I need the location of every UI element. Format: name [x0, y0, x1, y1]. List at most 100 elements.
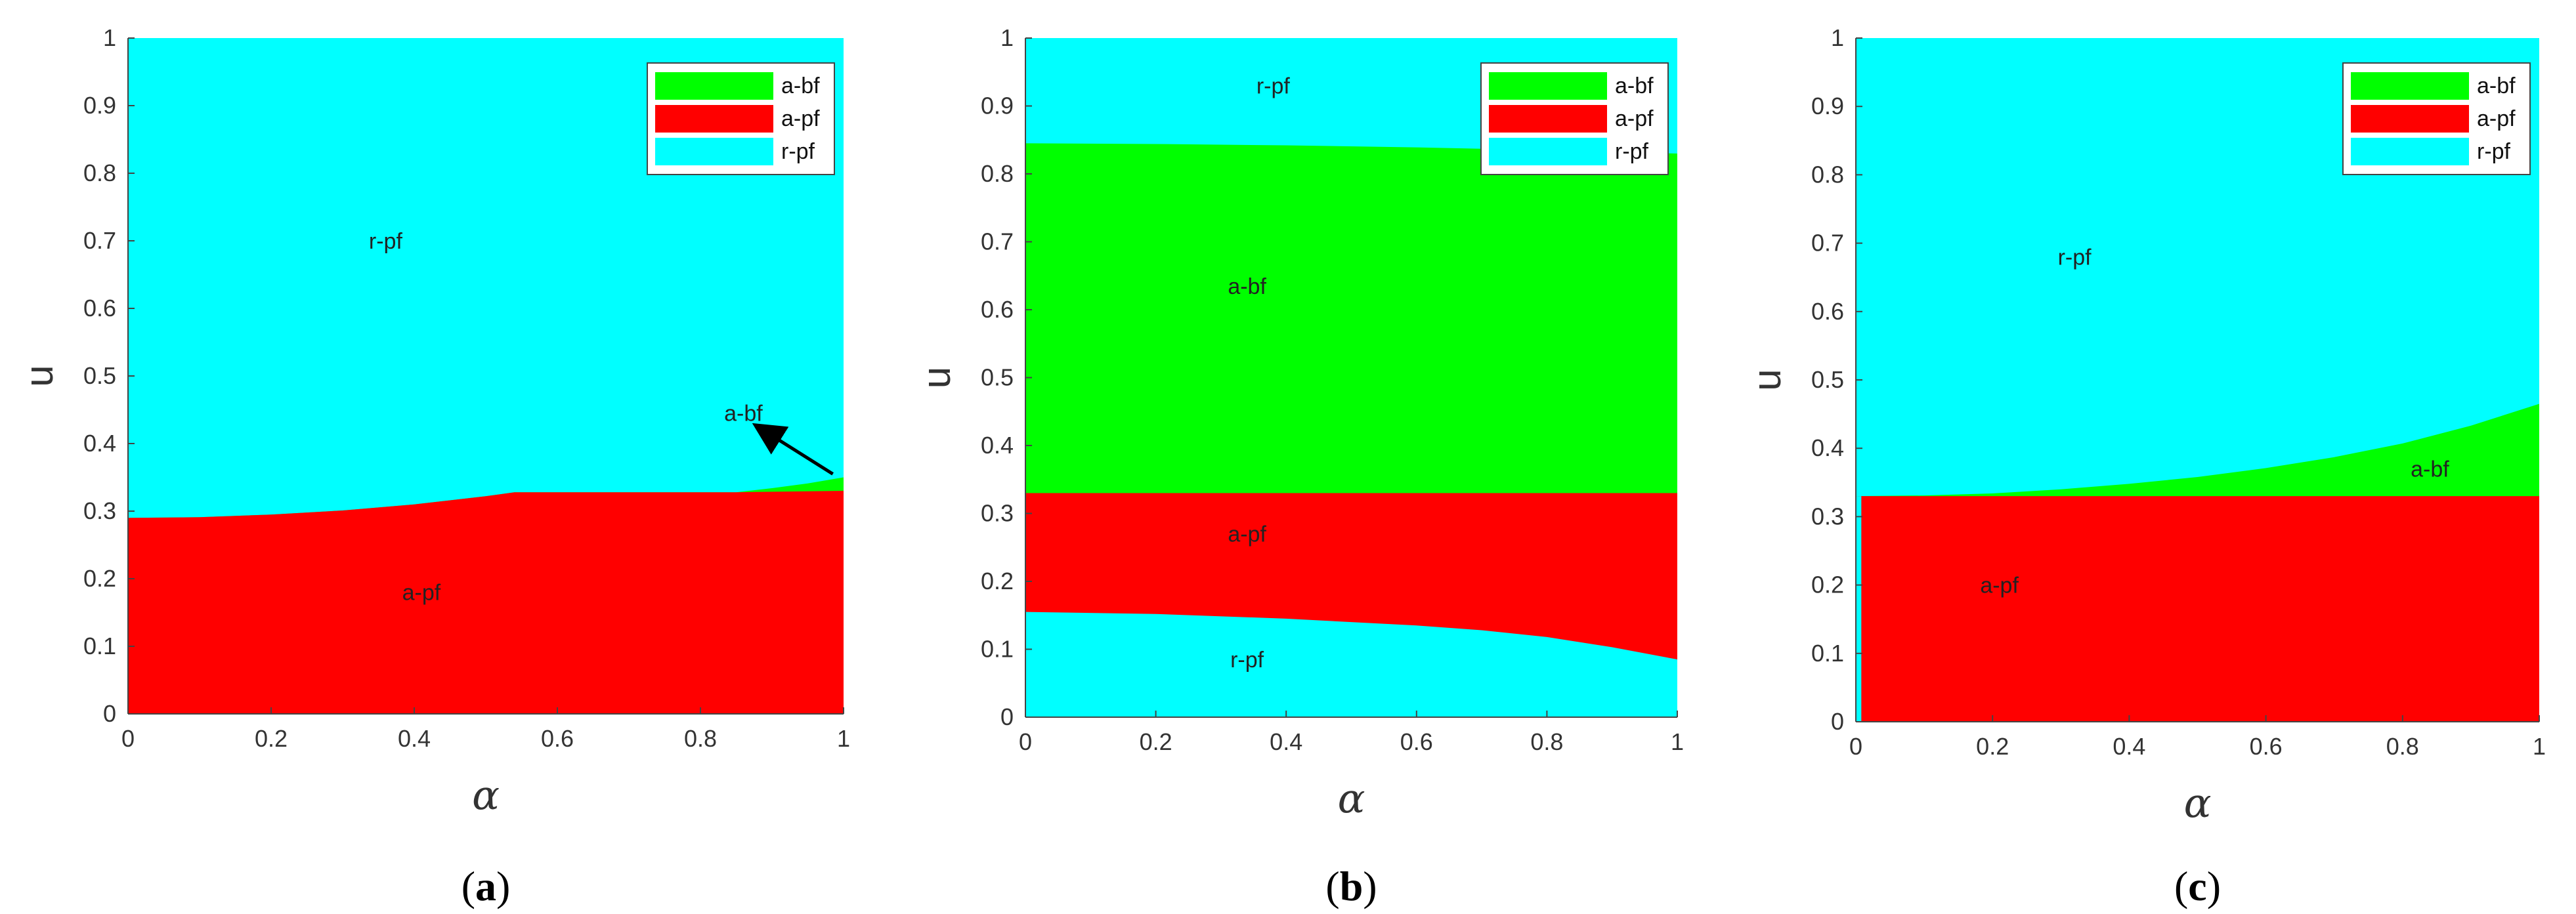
region-label: a-pf — [1980, 573, 2019, 598]
y-tick-label: 0.9 — [1811, 93, 1844, 119]
legend: a-bf a-pf r-pf — [647, 62, 835, 175]
region-label: a-pf — [402, 581, 441, 606]
y-tick-label: 0.5 — [83, 362, 116, 389]
x-tick-label: 0.6 — [541, 725, 574, 752]
x-tick-label: 1 — [837, 725, 850, 752]
y-tick-label: 0.8 — [83, 159, 116, 186]
x-tick-label: 0.4 — [2113, 733, 2145, 760]
y-tick-label: 0.7 — [83, 227, 116, 254]
panel-caption: (a) — [462, 863, 511, 909]
y-tick-label: 0 — [1831, 708, 1844, 735]
x-tick-label: 0 — [1019, 728, 1032, 755]
y-axis-label: u — [1745, 369, 1789, 390]
y-tick-label: 0.3 — [1811, 503, 1844, 530]
y-tick-label: 0 — [103, 700, 116, 727]
legend-swatch-a-pf — [2351, 105, 2469, 133]
region-r-pf-lower — [1025, 612, 1677, 717]
x-tick-label: 0 — [121, 725, 135, 752]
chart-c: 0 0.1 0.2 0.3 0.4 0.5 0.6 0.7 0.8 0.9 1 0 0.2 0.4 0.6 0… — [1745, 24, 2546, 909]
x-tick-label: 1 — [2533, 733, 2546, 760]
legend: a-bf a-pf r-pf — [2342, 62, 2531, 175]
legend: a-bf a-pf r-pf — [1480, 62, 1669, 175]
legend-swatch-a-bf — [1489, 72, 1607, 100]
legend-label: a-pf — [781, 106, 820, 131]
y-tick-label: 0.6 — [83, 295, 116, 322]
y-tick-label: 0.1 — [83, 633, 116, 659]
region-label: a-bf — [2411, 457, 2449, 482]
x-tick-label: 0.8 — [684, 725, 717, 752]
region-label: r-pf — [1230, 648, 1264, 673]
y-tick-label: 0.5 — [981, 364, 1014, 391]
region-a-pf — [1856, 496, 2539, 722]
legend-label: a-bf — [2477, 73, 2516, 98]
x-tick-label: 0.2 — [1976, 733, 2009, 760]
legend-label: a-bf — [781, 73, 820, 98]
caption-letter: c — [2188, 863, 2206, 909]
legend-label: r-pf — [1615, 139, 1649, 164]
y-tick-label: 0.3 — [83, 497, 116, 524]
x-axis-label: α — [472, 771, 500, 819]
legend-label: a-pf — [2477, 106, 2516, 131]
y-tick-label: 0.2 — [981, 568, 1014, 594]
legend-swatch-r-pf — [1489, 138, 1607, 165]
x-tick-label: 0.4 — [398, 725, 431, 752]
region-label: r-pf — [369, 229, 403, 254]
legend-label: r-pf — [781, 139, 815, 164]
region-label: r-pf — [2058, 245, 2092, 270]
chart-a: 0 0.1 0.2 0.3 0.4 0.5 0.6 0.7 0.8 0.9 1 0 0.2 0.4 0.6 0… — [17, 24, 850, 909]
y-tick-label: 1 — [103, 24, 116, 51]
y-tick-label: 0.8 — [1811, 161, 1844, 188]
x-axis-label: α — [2184, 779, 2212, 827]
x-tick-label: 0.2 — [1140, 728, 1172, 755]
panel-caption: (c) — [2174, 863, 2221, 909]
panel-caption: (b) — [1325, 863, 1377, 909]
legend-label: a-bf — [1615, 73, 1654, 98]
region-label: a-pf — [1228, 522, 1266, 547]
caption-close-paren: ) — [1363, 863, 1377, 909]
y-tick-label: 0.9 — [83, 92, 116, 119]
region-label: a-bf — [1228, 274, 1266, 299]
y-tick-label: 0.5 — [1811, 366, 1844, 393]
x-tick-label: 0.4 — [1270, 728, 1302, 755]
legend-swatch-r-pf — [2351, 138, 2469, 165]
y-tick-label: 0 — [1000, 703, 1014, 730]
caption-open-paren: ( — [2174, 863, 2188, 909]
y-tick-label: 0.4 — [981, 432, 1014, 459]
y-tick-label: 0.7 — [1811, 230, 1844, 257]
caption-open-paren: ( — [1325, 863, 1339, 909]
y-tick-label: 0.2 — [1811, 571, 1844, 598]
caption-close-paren: ) — [496, 863, 510, 909]
y-tick-label: 1 — [1000, 24, 1014, 51]
x-tick-label: 0 — [1849, 733, 1862, 760]
caption-letter: b — [1340, 863, 1363, 909]
y-tick-label: 0.6 — [1811, 298, 1844, 325]
legend-label: r-pf — [2477, 139, 2511, 164]
x-tick-label: 0.6 — [2250, 733, 2283, 760]
y-axis-label: u — [17, 365, 61, 386]
caption-letter: a — [475, 863, 496, 909]
region-a-pf — [128, 491, 844, 714]
region-r-pf-strip — [1856, 496, 1862, 722]
x-tick-label: 1 — [1671, 728, 1684, 755]
y-tick-label: 0.2 — [83, 565, 116, 592]
legend-swatch-a-pf — [655, 105, 773, 133]
y-tick-label: 0.4 — [83, 430, 116, 457]
legend-label: a-pf — [1615, 106, 1654, 131]
y-tick-label: 0.3 — [981, 500, 1014, 527]
x-axis-label: α — [1338, 774, 1365, 822]
y-tick-label: 0.9 — [981, 93, 1014, 119]
y-tick-label: 0.4 — [1811, 434, 1844, 461]
legend-swatch-a-pf — [1489, 105, 1607, 133]
x-tick-label: 0.6 — [1400, 728, 1433, 755]
x-tick-label: 0.8 — [1530, 728, 1563, 755]
chart-b: 0 0.1 0.2 0.3 0.4 0.5 0.6 0.7 0.8 0.9 1 0 0.2 0.4 0.6 0… — [914, 24, 1684, 909]
region-label: r-pf — [1256, 73, 1291, 98]
annotation-label: a-bf — [724, 402, 763, 426]
y-tick-label: 0.1 — [1811, 640, 1844, 667]
y-tick-label: 0.6 — [981, 296, 1014, 323]
legend-swatch-r-pf — [655, 138, 773, 165]
x-tick-label: 0.8 — [2386, 733, 2419, 760]
annotation-arrow — [752, 423, 834, 476]
y-axis-label: u — [914, 367, 958, 388]
